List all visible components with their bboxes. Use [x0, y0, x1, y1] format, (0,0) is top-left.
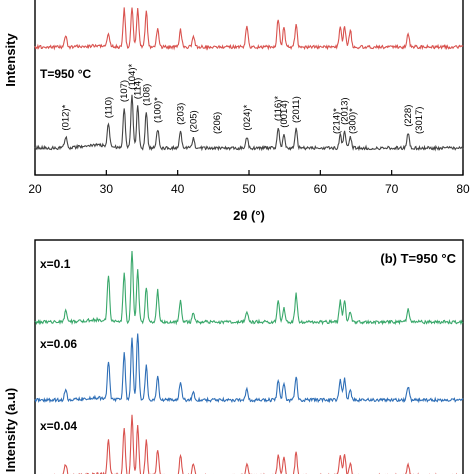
panel-a-peak-label: (0014) [279, 100, 290, 127]
panel-a-peak-label-text: (205) [188, 110, 199, 132]
panel-a-peak-label-text: (100)* [153, 97, 164, 123]
panel-b-series-line [34, 333, 464, 404]
panel-a-peak-label-text: (2011) [291, 96, 302, 123]
panel-a-x-tick-label: 20 [28, 182, 42, 196]
panel-a-x-tick-label: 80 [456, 182, 470, 196]
panel-a-peak-label: (100)* [153, 97, 164, 123]
panel-a-peak-label: (3017) [414, 107, 425, 134]
panel-a-peak-label: (214)* [332, 108, 343, 134]
panel-a-peak-label: (2011) [291, 96, 302, 123]
panel-b-series-labels: x=0.1 x=0.06 x=0.04 [40, 257, 77, 433]
panel-b-frame [34, 239, 464, 474]
panel-a-peak-label: (110) [104, 97, 115, 118]
panel-a-peak-label-text: (0014) [279, 100, 290, 127]
panel-a-peak-label-text: (107) [119, 80, 130, 102]
panel-a-x-tick-label: 60 [314, 182, 328, 196]
panel-b-y-axis-label: Intensity (a.u) [3, 388, 18, 473]
panel-b-series-group [34, 250, 464, 474]
panel-a-x-ticks: 20 30 40 50 60 70 80 [28, 170, 470, 196]
panel-a: (012)* (110) (107)(104)*(114)(108)(100)* (2… [3, 0, 470, 223]
panel-a-x-tick-label: 70 [385, 182, 399, 196]
panel-a-x-tick-label: 30 [100, 182, 114, 196]
panel-b: x=0.1 x=0.06 x=0.04 (b) T=950 °C Intensity… [3, 239, 464, 474]
panel-a-peak-label-text: (3017) [414, 107, 425, 134]
panel-a-peak-label: (228) [403, 105, 414, 127]
panel-a-x-axis-label: 2θ (°) [233, 208, 265, 223]
panel-a-plot-area: (012)* (110) (107)(104)*(114)(108)(100)* (2… [34, 0, 464, 176]
panel-a-peak-label-text: (2013) [340, 97, 351, 124]
panel-a-peak-label-text: (012)* [61, 104, 72, 130]
panel-a-peak-label-text: (114) [133, 78, 144, 99]
panel-b-series-name: x=0.04 [40, 419, 77, 433]
panel-a-peak-label: (104)* [127, 64, 138, 90]
panel-b-series-name: x=0.06 [40, 337, 77, 351]
panel-b-series-line [41, 414, 458, 474]
panel-a-peak-label-text: (024)* [242, 104, 253, 130]
panel-a-series-1-line [34, 7, 464, 51]
panel-a-temperature-annotation: T=950 °C [40, 67, 91, 81]
panel-a-series-group [34, 7, 464, 152]
panel-a-peak-label: (203) [176, 103, 187, 125]
panel-a-peak-label: (024)* [242, 104, 253, 130]
panel-a-x-tick-label: 50 [242, 182, 256, 196]
panel-a-y-axis-label: Intensity [3, 33, 18, 87]
panel-a-peak-label-text: (108) [141, 84, 152, 106]
panel-a-peak-label: (107) [119, 80, 130, 102]
panel-a-peak-label-text: (214)* [332, 108, 343, 134]
panel-a-peak-label: (300)* [347, 108, 358, 134]
panel-a-peak-label: (2013) [340, 97, 351, 124]
panel-a-peak-label: (108) [141, 84, 152, 106]
panel-a-peak-label: (012)* [61, 104, 72, 130]
panel-b-series-name: x=0.1 [40, 257, 71, 271]
panel-a-peak-labels: (012)* (110) (107)(104)*(114)(108)(100)* (2… [61, 64, 425, 134]
panel-a-peak-label-text: (206) [212, 112, 223, 134]
panel-a-peak-label: (116)* [273, 96, 284, 121]
panel-a-peak-label-text: (300)* [347, 108, 358, 134]
panel-a-x-tick-label: 40 [171, 182, 185, 196]
panel-a-series-2-line [34, 94, 464, 152]
panel-a-peak-label: (206) [212, 112, 223, 134]
panel-a-peak-label-text: (228) [403, 105, 414, 127]
panel-a-peak-label-text: (116)* [273, 96, 284, 121]
panel-a-peak-label-text: (110) [104, 97, 115, 118]
panel-b-title: (b) T=950 °C [380, 251, 456, 266]
panel-a-peak-label-text: (104)* [127, 64, 138, 90]
panel-b-series-line [34, 250, 464, 326]
panel-a-peak-label-text: (203) [176, 103, 187, 125]
panel-a-peak-label: (205) [188, 110, 199, 132]
panel-a-peak-label: (114) [133, 78, 144, 99]
